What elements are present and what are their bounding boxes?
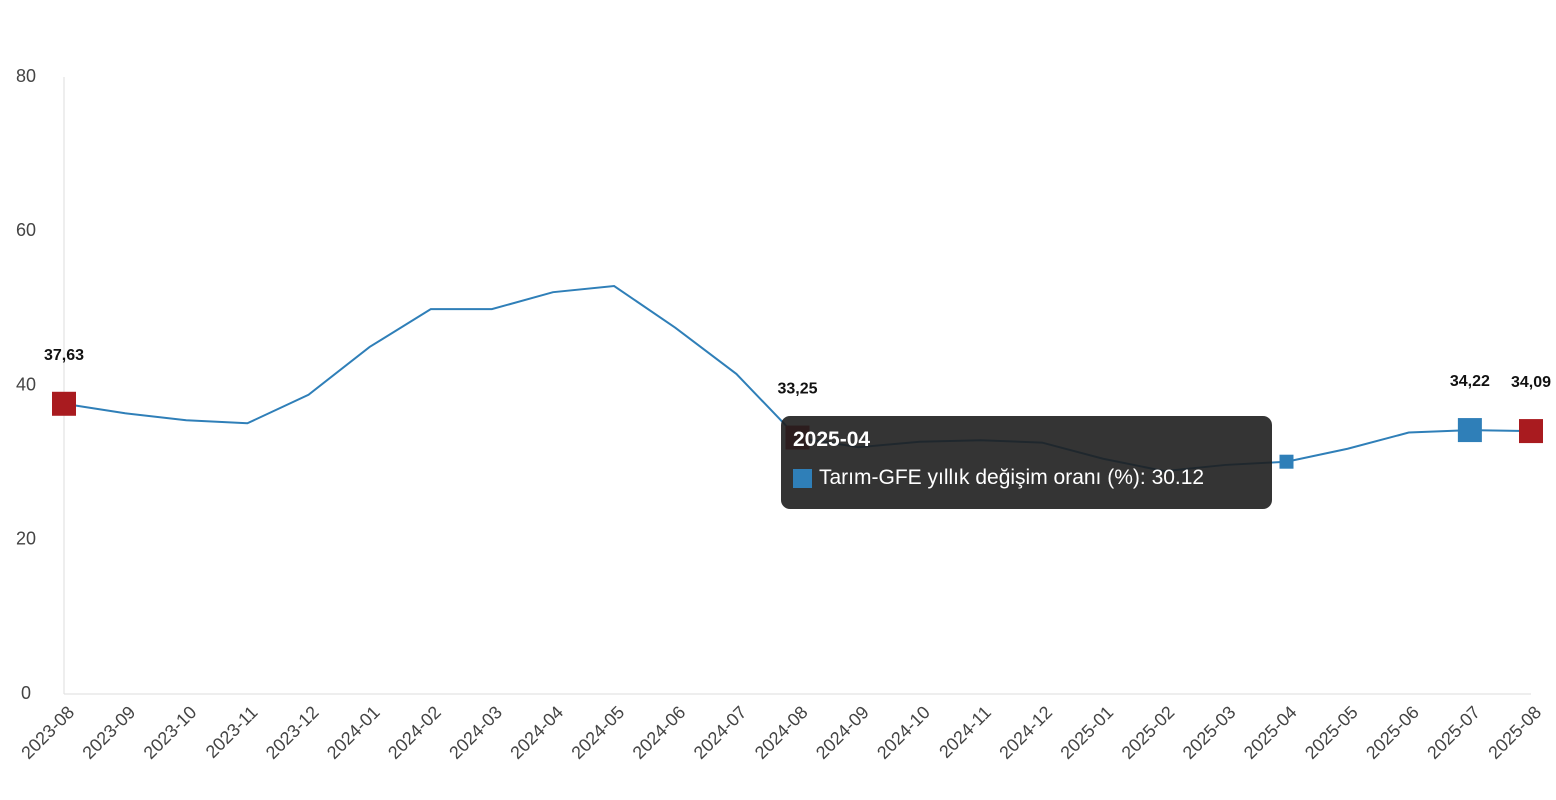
tooltip-series: Tarım-GFE yıllık değişim oranı (%) [819,466,1140,489]
separator: : [1139,466,1152,489]
x-tick-label: 2024-09 [812,702,873,763]
y-tick-label: 0 [21,683,31,703]
x-tick-label: 2024-06 [629,702,690,763]
x-tick-label: 2024-02 [384,702,445,763]
x-tick-label: 2025-01 [1056,702,1117,763]
hover-marker [1279,454,1294,469]
x-tick-label: 2024-07 [690,702,751,763]
x-tick-label: 2024-11 [935,702,995,762]
y-tick-label: 80 [16,66,36,86]
marker [1519,419,1543,444]
y-tick-label: 40 [16,374,36,394]
tooltip: 2025-04 Tarım-GFE yıllık değişim oranı (… [781,416,1272,509]
x-tick-label: 2025-02 [1118,702,1179,763]
x-tick-label: 2025-04 [1240,702,1301,763]
x-tick-label: 2024-03 [445,702,506,763]
x-tick-label: 2024-10 [873,702,934,763]
marker [52,391,76,416]
x-tick-label: 2025-08 [1484,702,1545,763]
tooltip-swatch [793,468,812,488]
x-tick-label: 2025-05 [1301,702,1362,763]
value-label: 34,22 [1450,373,1490,390]
x-tick-label: 2025-07 [1423,702,1484,763]
x-tick-label: 2024-04 [506,702,567,763]
y-tick-label: 60 [16,220,36,240]
x-tick-label: 2025-03 [1179,702,1240,763]
x-tick-label: 2023-12 [262,702,323,763]
tooltip-title: 2025-04 [793,428,871,451]
x-tick-label: 2023-09 [78,702,139,763]
x-tick-label: 2024-08 [751,702,812,763]
x-tick-label: 2024-12 [995,702,1056,763]
marker [1457,418,1482,443]
y-tick-label: 20 [16,529,36,549]
x-tick-label: 2024-05 [567,702,628,763]
x-tick-label: 2024-01 [323,702,384,763]
value-label: 37,63 [44,347,84,364]
value-label: 33,25 [777,381,817,398]
x-tick-label: 2025-06 [1362,702,1423,763]
x-tick-label: 2023-11 [202,702,262,762]
x-tick-label: 2023-10 [140,702,201,763]
x-tick-label: 2023-08 [17,702,78,763]
value-label: 34,09 [1511,374,1551,391]
tooltip-row: Tarım-GFE yıllık değişim oranı (%): 30.1… [793,466,1260,490]
tooltip-value: 30.12 [1151,466,1205,489]
